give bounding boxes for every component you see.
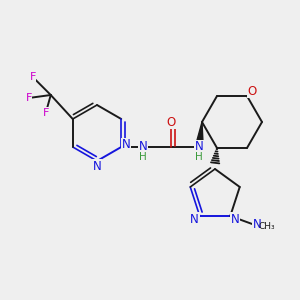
Text: N: N xyxy=(93,160,101,172)
Text: N: N xyxy=(195,140,204,154)
Text: CH₃: CH₃ xyxy=(258,221,275,230)
Polygon shape xyxy=(195,122,203,147)
Text: N: N xyxy=(231,212,240,226)
Text: N: N xyxy=(139,140,148,154)
Text: O: O xyxy=(248,85,256,98)
Text: F: F xyxy=(43,108,49,118)
Text: N: N xyxy=(190,212,199,226)
Text: N: N xyxy=(253,218,262,230)
Text: N: N xyxy=(122,139,130,152)
Text: H: H xyxy=(140,152,147,162)
Text: F: F xyxy=(30,72,36,82)
Text: O: O xyxy=(167,116,176,128)
Text: H: H xyxy=(195,152,203,162)
Text: F: F xyxy=(26,93,32,103)
